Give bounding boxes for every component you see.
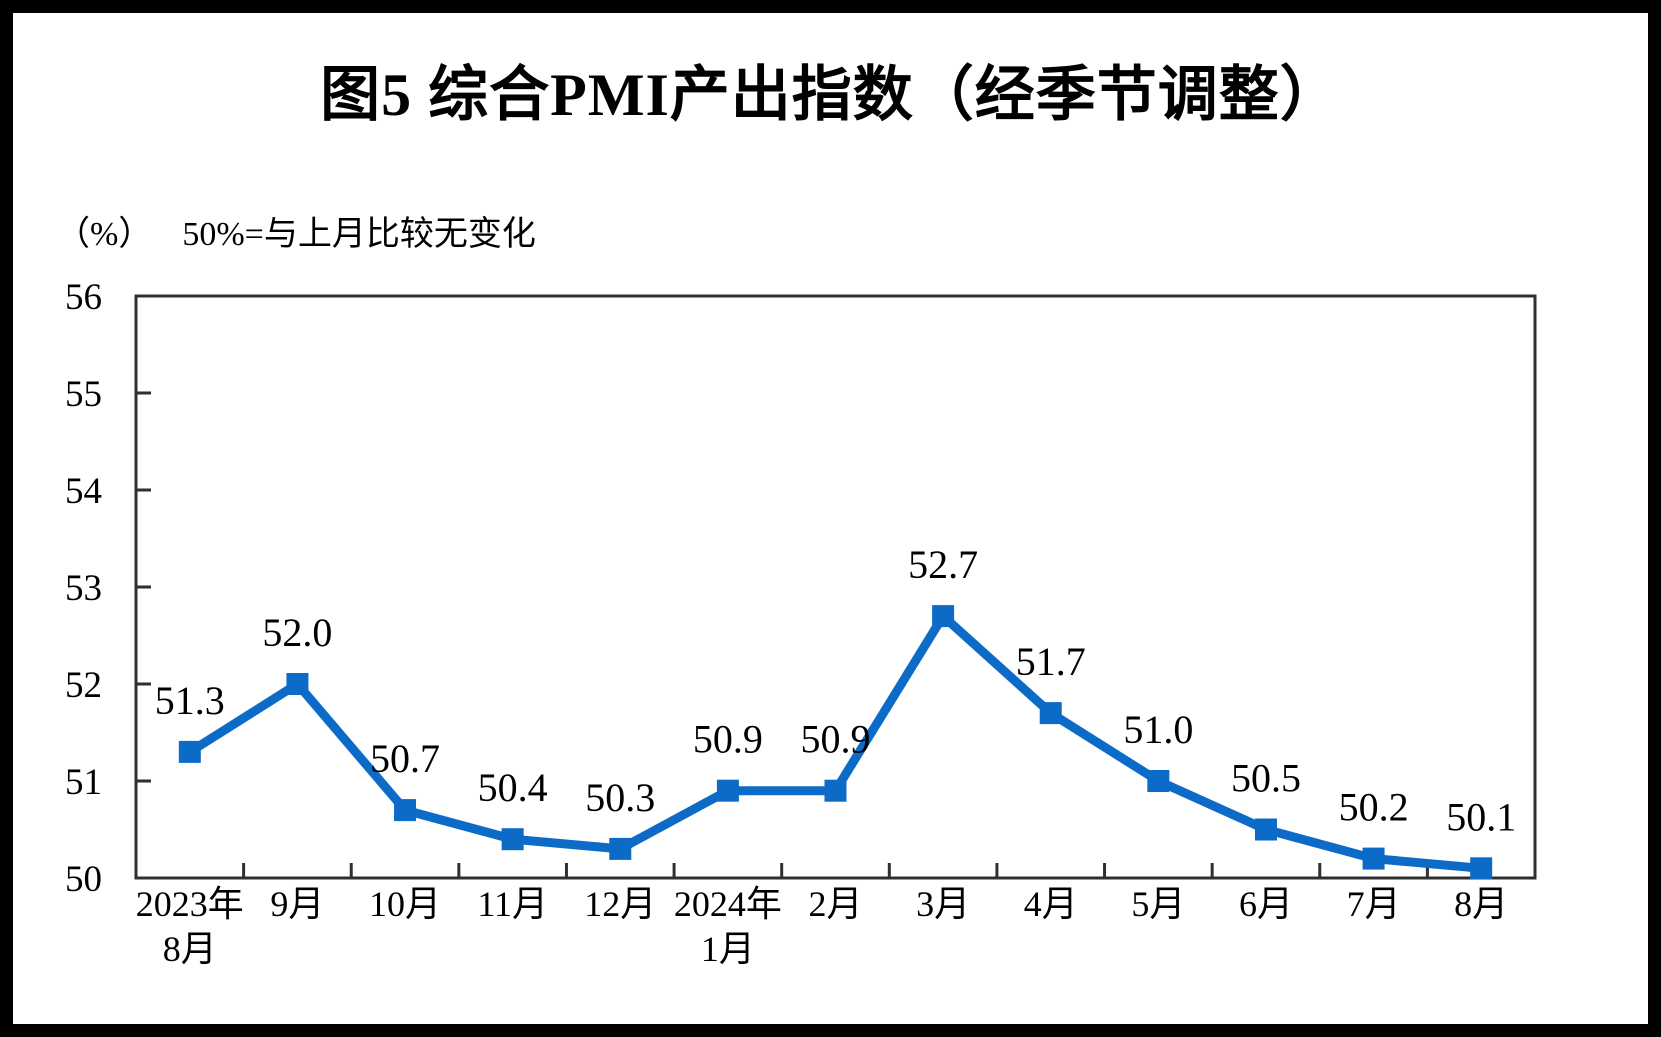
x-axis-label: 10月 [369,884,441,924]
data-point-label: 50.5 [1231,756,1301,801]
data-point-label: 50.9 [693,717,763,762]
data-point-label: 50.3 [585,775,655,820]
data-point-marker [609,837,632,860]
data-point-label: 51.3 [155,678,225,723]
data-point-marker [286,673,309,695]
y-axis-tick-label: 55 [65,374,102,415]
data-point-marker [716,779,739,802]
x-axis-label: 11月 [477,884,548,924]
data-point-marker [1039,702,1062,725]
x-axis-label: 1月 [701,929,755,969]
data-point-marker [178,740,201,763]
y-axis-unit-label: （%） [56,216,153,253]
y-axis-tick-label: 54 [65,471,102,512]
y-axis-tick-label: 53 [65,568,102,609]
x-axis-label: 5月 [1131,884,1185,924]
data-point-marker [394,799,417,822]
chart-title: 图5 综合PMI产出指数（经季节调整） [320,62,1341,128]
data-point-label: 50.1 [1446,794,1516,839]
y-axis-tick-label: 50 [65,859,102,900]
x-axis-label: 8月 [163,929,217,969]
x-axis-label: 9月 [270,884,324,924]
data-point-label: 51.7 [1016,639,1086,684]
data-point-marker [501,828,524,851]
x-axis-label: 6月 [1239,884,1293,924]
data-point-label: 50.9 [801,717,871,762]
data-point-label: 50.7 [370,736,440,781]
x-axis-label: 2月 [808,884,862,924]
data-point-marker [824,779,847,802]
axis-unit-note: （%） 50%=与上月比较无变化 [56,206,536,255]
x-axis-label: 7月 [1347,884,1401,924]
data-point-label: 52.0 [262,610,332,655]
y-axis-tick-label: 56 [65,277,102,318]
x-axis-label: 12月 [584,884,656,924]
data-point-label: 50.2 [1339,785,1409,830]
x-axis-label: 2023年 [136,884,244,924]
x-axis-label: 3月 [916,884,970,924]
reference-line-note: 50%=与上月比较无变化 [182,216,536,253]
x-axis-label: 8月 [1454,884,1508,924]
y-axis-tick-label: 51 [65,762,102,803]
data-point-marker [1362,847,1385,870]
data-point-marker [932,605,955,628]
data-point-marker [1254,818,1277,841]
x-axis-label: 4月 [1024,884,1078,924]
y-axis-tick-label: 52 [65,665,102,706]
data-point-label: 52.7 [908,542,978,587]
data-point-label: 51.0 [1123,707,1193,752]
x-axis-label: 2024年 [674,884,782,924]
data-point-marker [1470,857,1493,880]
data-point-label: 50.4 [478,765,548,810]
data-point-marker [1147,770,1170,792]
